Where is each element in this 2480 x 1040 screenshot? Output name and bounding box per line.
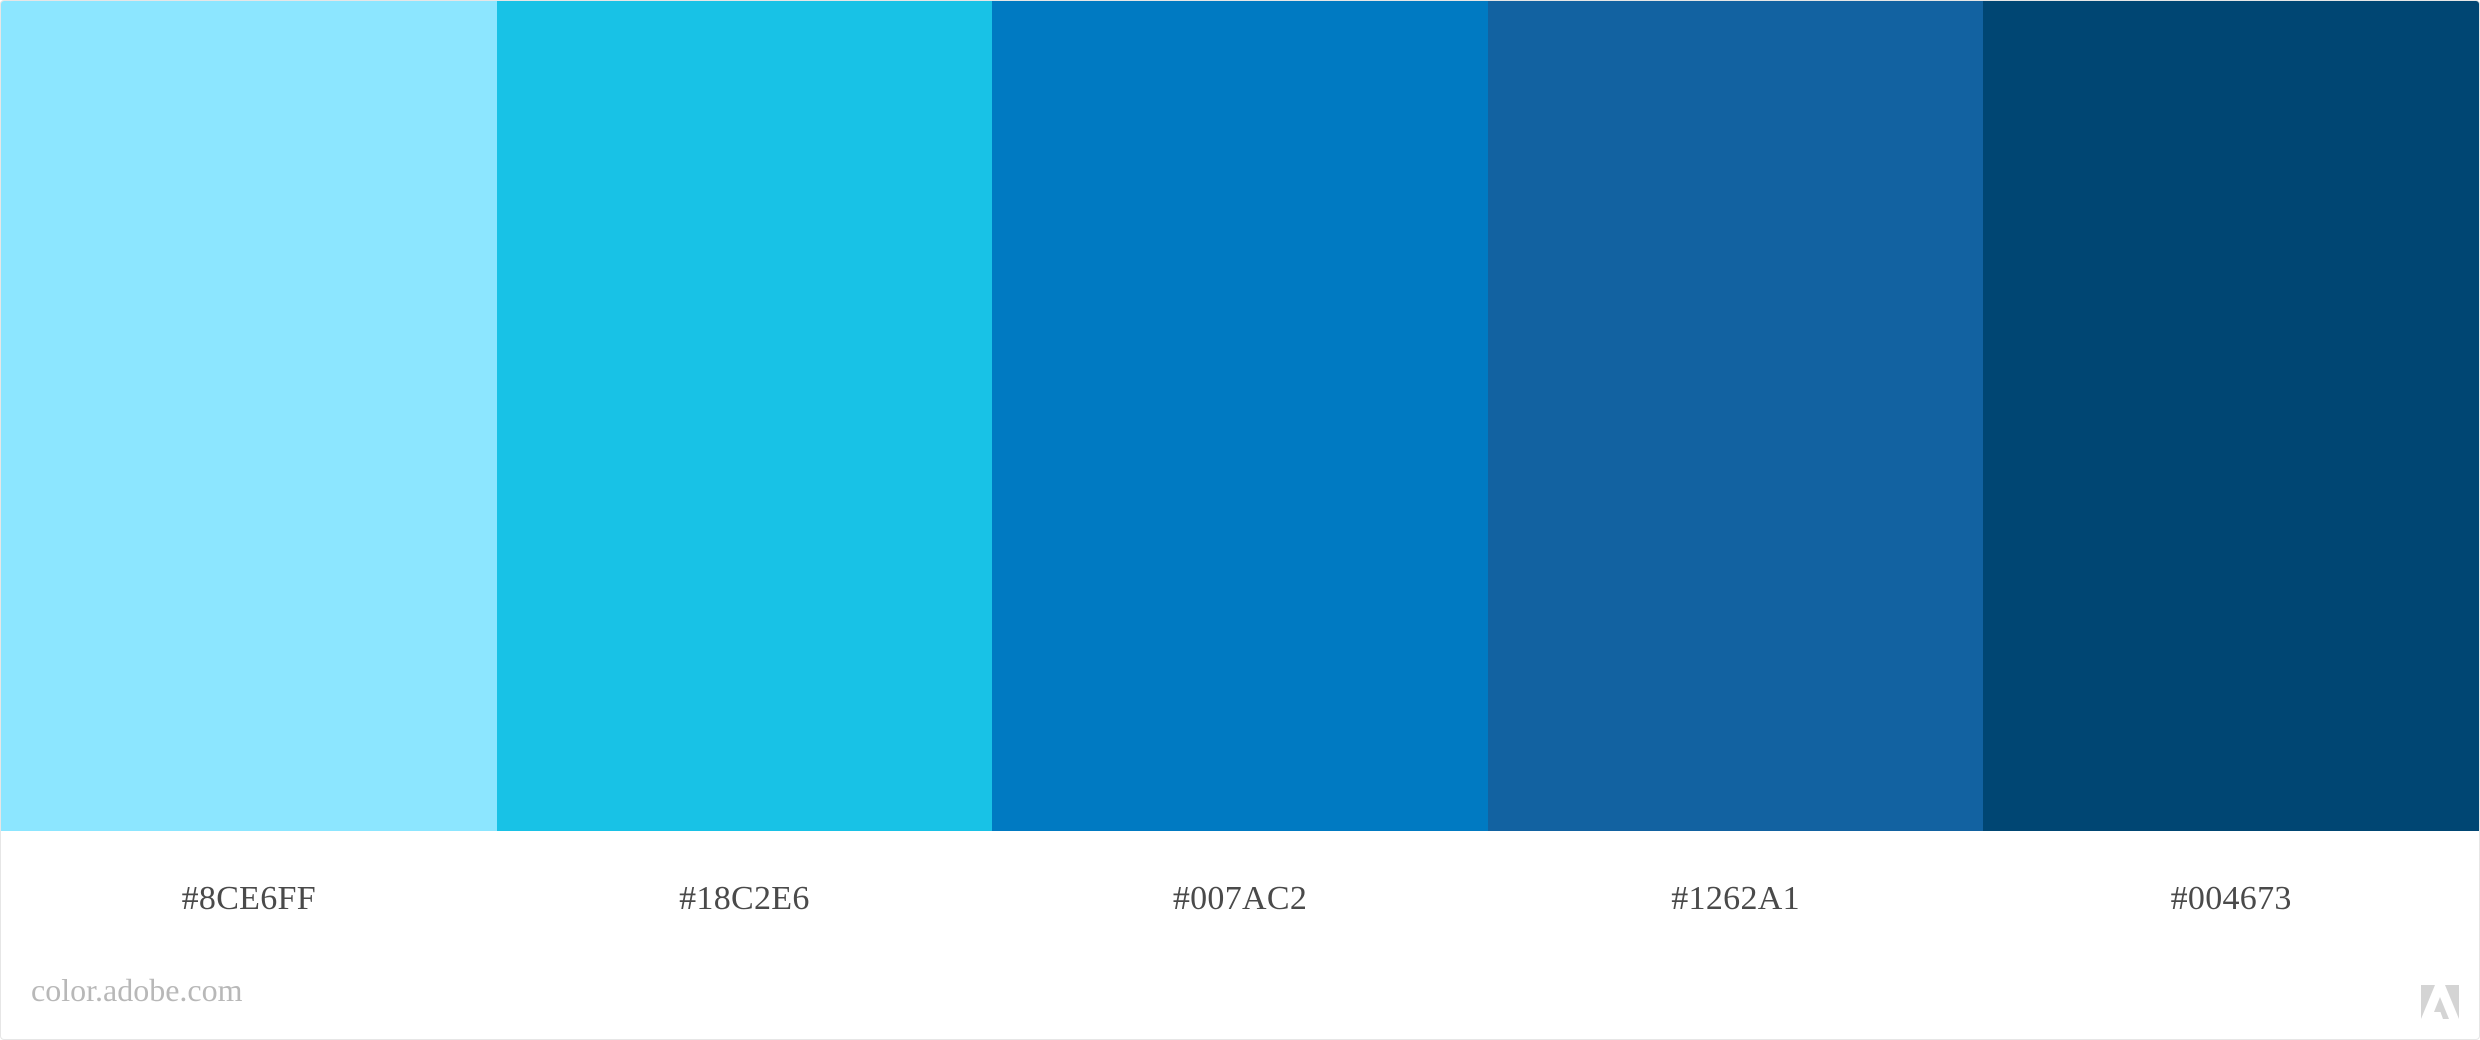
- color-swatch-2[interactable]: [496, 1, 993, 831]
- color-swatch-1[interactable]: [1, 1, 497, 831]
- adobe-logo-left-shape: [2421, 985, 2435, 1019]
- swatch-row: [1, 1, 2479, 831]
- adobe-logo-icon: [2421, 985, 2459, 1019]
- hex-code-label-4: #1262A1: [1671, 880, 1800, 917]
- hex-code-label-1: #8CE6FF: [181, 880, 316, 917]
- color-swatch-5[interactable]: [1983, 1, 2479, 831]
- hex-label-row: #8CE6FF #18C2E6 #007AC2 #1262A1 #004673: [1, 831, 2479, 961]
- adobe-logo-center-shape: [2434, 997, 2449, 1019]
- color-swatch-4[interactable]: [1487, 1, 1984, 831]
- site-url-text: color.adobe.com: [31, 972, 243, 1008]
- hex-code-label-3: #007AC2: [1172, 880, 1308, 917]
- hex-code-label-2: #18C2E6: [679, 880, 810, 917]
- adobe-logo-right-shape: [2445, 985, 2459, 1019]
- color-swatch-3[interactable]: [992, 1, 1488, 831]
- hex-code-label-5: #004673: [2170, 880, 2292, 917]
